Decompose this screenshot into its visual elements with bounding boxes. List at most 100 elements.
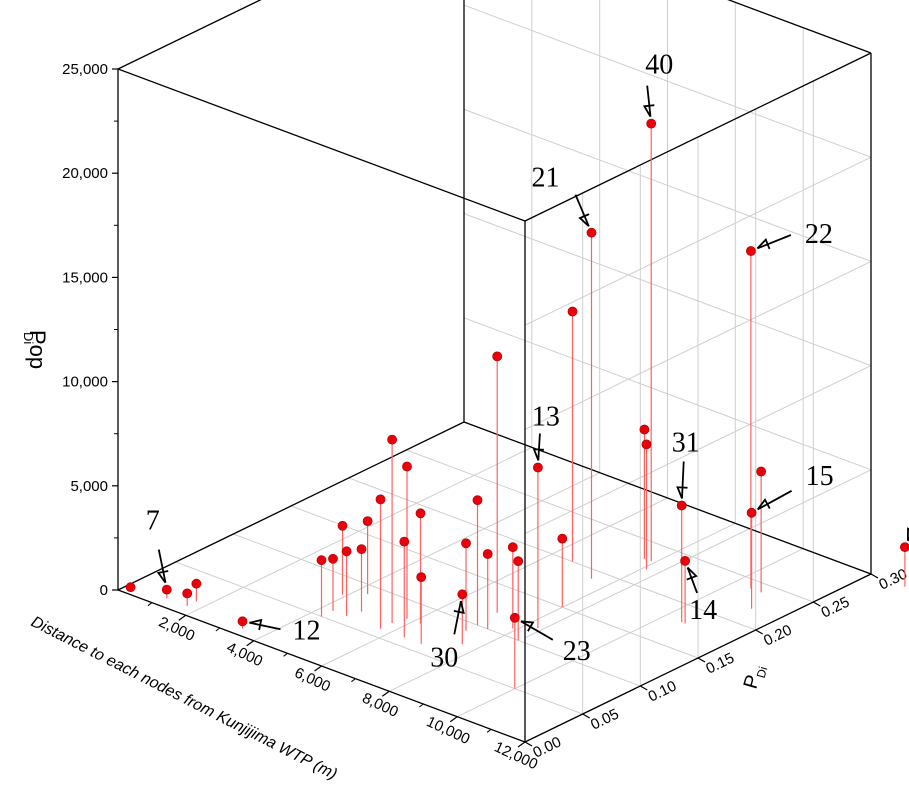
data-point xyxy=(237,616,248,627)
axes-layer: 0 5,000 10,000 15,000 20,000 25,000 2,000 4,000… xyxy=(62,0,909,773)
annotation-arrowhead xyxy=(578,213,590,227)
data-point xyxy=(182,588,193,599)
data-point xyxy=(191,578,202,589)
annotation-arrowhead xyxy=(249,618,263,631)
data-point xyxy=(639,424,650,435)
z-tick-label: 5,000 xyxy=(70,478,108,495)
data-point xyxy=(507,542,518,553)
grid-line xyxy=(463,4,872,158)
grid-line xyxy=(463,213,872,367)
x-minor-tick xyxy=(418,703,424,708)
x-minor-tick xyxy=(215,627,221,632)
annotation-arrow xyxy=(757,490,793,511)
annotation-arrow xyxy=(537,433,541,461)
y-tick xyxy=(813,601,821,607)
x-minor-tick xyxy=(147,602,153,607)
svg-text:P: P xyxy=(740,672,765,691)
y-tick-label: 0.20 xyxy=(761,622,795,650)
point-label: 12 xyxy=(293,615,321,646)
y-tick xyxy=(870,573,879,579)
x-tick xyxy=(314,665,322,672)
annotation-arrowhead xyxy=(686,566,698,581)
frame-edge xyxy=(524,52,872,222)
annotation-layer: 71213141521222324303140 xyxy=(146,50,909,673)
y-tick-label: 0.15 xyxy=(703,650,737,678)
data-point xyxy=(492,351,503,362)
data-point xyxy=(375,494,386,505)
point-label: 13 xyxy=(532,402,560,433)
y-tick xyxy=(524,741,533,747)
data-point xyxy=(746,507,757,518)
annotation-arrow xyxy=(574,194,590,227)
data-point xyxy=(328,553,338,564)
data-point xyxy=(461,538,471,549)
y-tick xyxy=(582,713,590,719)
z-tick-label: 15,000 xyxy=(62,269,108,286)
svg-text:Pop: Pop xyxy=(25,330,50,369)
svg-text:Di: Di xyxy=(21,332,36,344)
data-point xyxy=(509,612,520,623)
y-tick-label: 0.25 xyxy=(819,594,853,622)
annotation-arrow xyxy=(453,600,462,635)
point-label: 7 xyxy=(146,506,160,537)
point-label: 40 xyxy=(645,50,673,81)
x-tick xyxy=(178,614,187,621)
data-point xyxy=(676,500,687,511)
x-tick-label: 2,000 xyxy=(156,614,197,645)
data-point xyxy=(337,520,348,531)
x-tick xyxy=(246,640,255,647)
frame-edge xyxy=(727,0,872,54)
x-tick xyxy=(517,741,526,748)
y-tick xyxy=(697,657,706,663)
data-point xyxy=(356,544,367,554)
x-minor-tick xyxy=(351,678,356,683)
x-tick xyxy=(381,690,390,697)
grid-line xyxy=(524,469,872,639)
data-point xyxy=(567,306,578,317)
z-axis-title: Pop Di xyxy=(21,330,50,369)
grid-line xyxy=(233,533,641,687)
data-point xyxy=(513,556,524,567)
grid-line xyxy=(524,156,872,326)
y-tick-label: 0.10 xyxy=(646,678,680,706)
annotation-arrow xyxy=(686,567,698,594)
grid-line xyxy=(524,365,872,535)
data-point xyxy=(746,246,756,256)
annotation-arrowhead xyxy=(906,527,909,541)
annotation-arrowhead xyxy=(520,620,535,632)
point-label: 21 xyxy=(532,163,560,194)
annotation-arrow xyxy=(520,620,554,641)
grid-line xyxy=(348,477,756,631)
annotation-arrowhead xyxy=(642,104,655,118)
annotation-arrow xyxy=(157,549,167,583)
x-minor-tick xyxy=(486,728,492,733)
frame-edge xyxy=(463,421,872,575)
data-point xyxy=(399,536,410,547)
point-label: 22 xyxy=(805,219,833,250)
annotation-arrow xyxy=(249,621,281,631)
annotation-arrowhead xyxy=(156,570,169,584)
point-label: 31 xyxy=(672,428,700,459)
data-point xyxy=(341,546,352,557)
y-tick-label: 0.30 xyxy=(876,566,909,594)
grid-line xyxy=(290,505,699,659)
z-tick-label: 10,000 xyxy=(62,374,108,391)
data-point xyxy=(125,582,136,593)
annotation-arrow xyxy=(757,234,792,250)
grid-line xyxy=(175,561,583,715)
x-tick-label: 12,000 xyxy=(492,739,541,774)
data-point xyxy=(586,227,597,238)
frame-edge xyxy=(117,68,526,222)
annotation-arrowhead xyxy=(757,498,771,510)
frame-edge xyxy=(117,421,465,591)
z-tick-label: 0 xyxy=(100,582,108,599)
data-point xyxy=(756,466,766,477)
point-label: 15 xyxy=(806,461,834,492)
x-tick-label: 4,000 xyxy=(224,639,265,670)
frame-edge xyxy=(117,0,262,70)
x-tick xyxy=(449,716,458,723)
x-tick-label: 8,000 xyxy=(360,690,401,721)
data-point xyxy=(362,516,373,526)
data-point xyxy=(472,495,483,506)
